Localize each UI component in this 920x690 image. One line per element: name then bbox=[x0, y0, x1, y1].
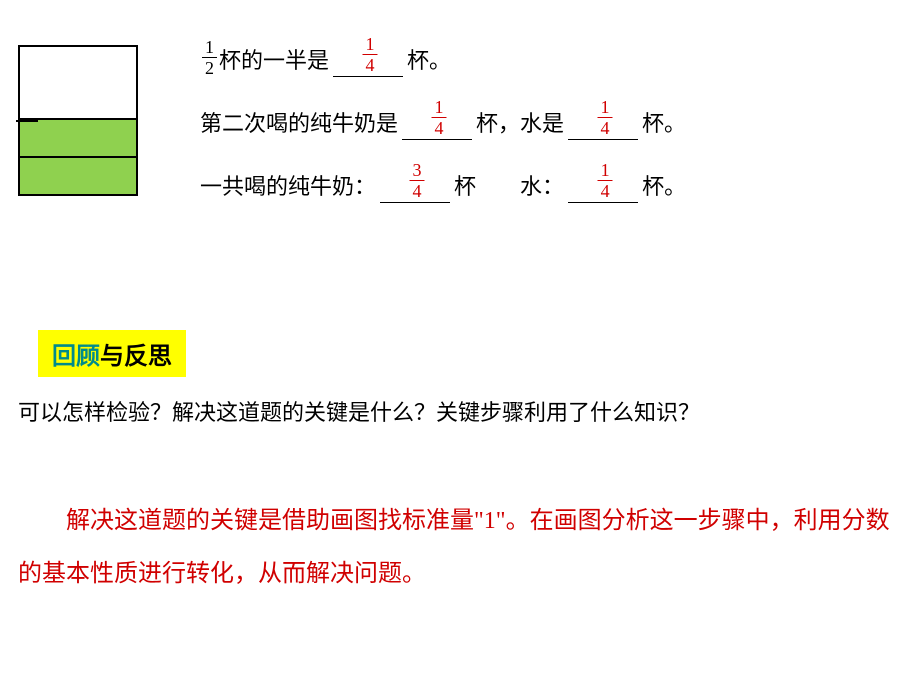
answer-fraction: 1 4 bbox=[363, 35, 378, 74]
blank: 1 4 bbox=[402, 116, 472, 140]
text: 杯的一半是 bbox=[219, 46, 329, 77]
frac-den: 4 bbox=[410, 181, 425, 200]
text: 杯。 bbox=[407, 46, 451, 77]
frac-den: 4 bbox=[363, 55, 378, 74]
cup-section-bot bbox=[18, 158, 138, 196]
heading-part2: 与反思 bbox=[100, 344, 172, 370]
answer-fraction: 1 4 bbox=[598, 161, 613, 200]
frac-num: 1 bbox=[432, 98, 447, 118]
text: 第二次喝的纯牛奶是 bbox=[200, 109, 398, 140]
frac-den: 4 bbox=[598, 118, 613, 137]
blank: 3 4 bbox=[380, 179, 450, 203]
line-3: 一共喝的纯牛奶： 3 4 杯 水： 1 4 杯。 bbox=[200, 172, 686, 203]
text: 杯。 bbox=[642, 172, 686, 203]
answer-fraction: 1 4 bbox=[432, 98, 447, 137]
reflection-answer: 解决这道题的关键是借助画图找标准量"1"。在画图分析这一步骤中，利用分数的基本性… bbox=[18, 495, 890, 601]
frac-num: 1 bbox=[598, 98, 613, 118]
blank: 1 4 bbox=[568, 116, 638, 140]
heading-part1: 回顾 bbox=[52, 344, 100, 370]
cup-section-top bbox=[18, 45, 138, 120]
answer-fraction: 1 4 bbox=[598, 98, 613, 137]
text: 杯，水是 bbox=[476, 109, 564, 140]
cup-section-mid bbox=[18, 120, 138, 158]
fraction-half: 1 2 bbox=[202, 38, 217, 77]
line-1: 1 2 杯的一半是 1 4 杯。 bbox=[200, 38, 686, 77]
text: 一共喝的纯牛奶： bbox=[200, 172, 376, 203]
frac-num: 1 bbox=[598, 161, 613, 181]
text: 杯 bbox=[454, 172, 476, 203]
blank: 1 4 bbox=[333, 53, 403, 77]
cup-marker bbox=[16, 120, 38, 122]
frac-num: 3 bbox=[410, 161, 425, 181]
frac-num: 1 bbox=[202, 38, 217, 58]
blank: 1 4 bbox=[568, 179, 638, 203]
answer-fraction: 3 4 bbox=[410, 161, 425, 200]
frac-den: 4 bbox=[598, 181, 613, 200]
frac-num: 1 bbox=[363, 35, 378, 55]
text: 水： bbox=[520, 172, 564, 203]
text: 杯。 bbox=[642, 109, 686, 140]
reflection-question: 可以怎样检验？解决这道题的关键是什么？关键步骤利用了什么知识？ bbox=[18, 395, 700, 427]
line-2: 第二次喝的纯牛奶是 1 4 杯，水是 1 4 杯。 bbox=[200, 109, 686, 140]
spacer bbox=[476, 172, 520, 203]
frac-den: 2 bbox=[202, 58, 217, 77]
frac-den: 4 bbox=[432, 118, 447, 137]
section-heading: 回顾与反思 bbox=[38, 330, 186, 377]
cup-diagram bbox=[18, 45, 138, 195]
problem-lines: 1 2 杯的一半是 1 4 杯。 第二次喝的纯牛奶是 1 4 杯，水是 1 4 … bbox=[200, 38, 686, 235]
